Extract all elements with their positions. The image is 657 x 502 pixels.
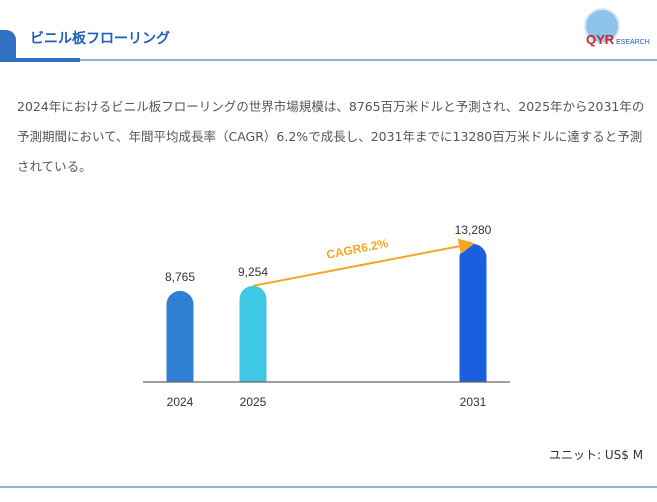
bar-2024 bbox=[166, 290, 194, 382]
title-tab-accent bbox=[0, 30, 16, 60]
bar-2031 bbox=[459, 244, 487, 382]
data-label-2024: 8,765 bbox=[165, 270, 195, 284]
footer-divider bbox=[0, 486, 657, 488]
header-divider bbox=[0, 59, 657, 61]
x-tick-label-2024: 2024 bbox=[167, 395, 194, 409]
x-tick-label-2031: 2031 bbox=[460, 395, 487, 409]
data-label-2031: 13,280 bbox=[455, 223, 492, 237]
cagr-arrow bbox=[252, 238, 475, 287]
x-tick-label-2025: 2025 bbox=[240, 395, 267, 409]
unit-label: ユニット: US$ M bbox=[549, 448, 644, 462]
header-divider-accent bbox=[0, 58, 80, 62]
qyresearch-logo: QYR ESEARCH bbox=[584, 8, 650, 47]
page-title: ビニル板フローリング bbox=[30, 31, 170, 47]
svg-text:QYR: QYR bbox=[586, 32, 615, 47]
bar-2025 bbox=[239, 285, 267, 382]
description-text: 2024年におけるビニル板フローリングの世界市場規模は、8765百万米ドルと予測… bbox=[17, 99, 645, 174]
data-label-2025: 9,254 bbox=[238, 265, 268, 279]
cagr-label: CAGR6.2% bbox=[325, 236, 390, 262]
svg-text:ESEARCH: ESEARCH bbox=[616, 39, 650, 46]
